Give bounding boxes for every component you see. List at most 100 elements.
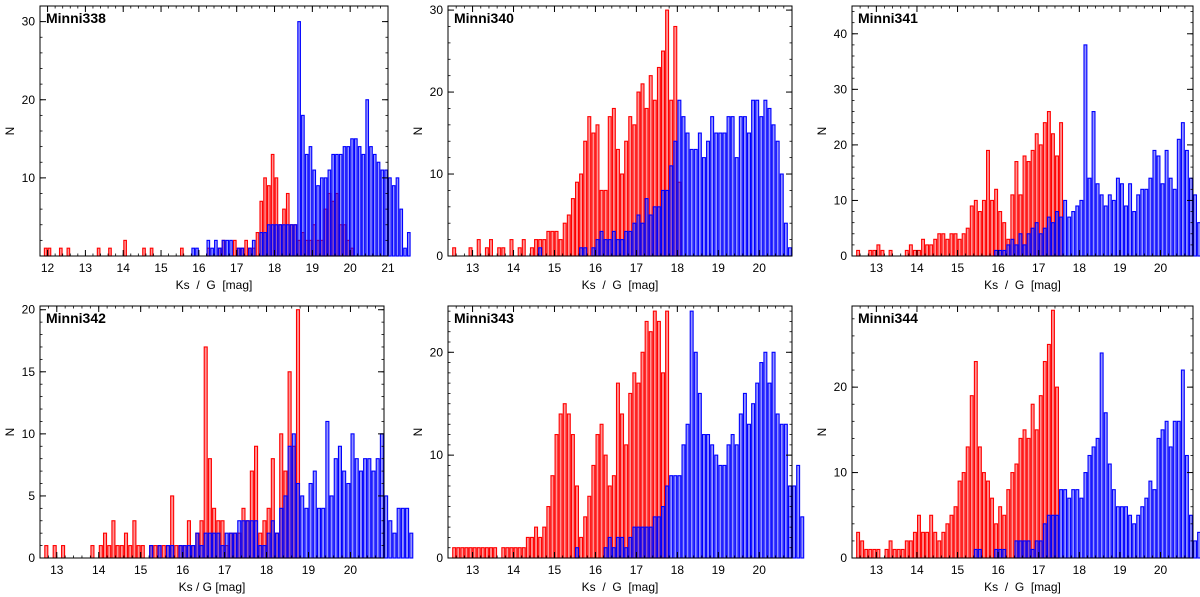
histogram-bar [304,153,309,257]
histogram-bar [998,548,1003,559]
histogram-bar [468,547,473,559]
histogram-bar [1022,244,1027,257]
histogram-bar [501,547,506,559]
y-tick-label: 10 [22,171,36,185]
histogram-bar [981,199,986,257]
histogram-bar [1079,497,1084,559]
histogram-bar [270,224,275,257]
histogram-bar [738,413,743,559]
histogram-bar [1050,514,1055,559]
x-tick-label: 18 [1073,563,1087,577]
histogram-bar [232,239,237,257]
histogram-bar [488,547,493,559]
histogram-bar [872,548,877,559]
x-tick-label: 12 [41,261,55,275]
histogram-bar [395,177,400,257]
histogram-bar [369,146,373,257]
histogram-bar [673,140,678,257]
histogram-bar [558,413,563,559]
histogram-bar [221,239,226,257]
histogram-bar [1111,199,1116,257]
histogram-bar [1136,194,1141,257]
histogram-bar [174,545,179,559]
y-tick-label: 15 [22,365,36,379]
histogram-bar [994,188,999,257]
histogram-bar [710,444,715,559]
histogram-bar [1087,177,1092,257]
histogram-bar [632,526,637,559]
histogram-bar [904,249,909,257]
histogram-bar [289,224,294,257]
histogram-bar [1193,540,1198,559]
histogram-bar [734,157,739,257]
histogram-bar [977,548,982,559]
histogram-bar [1160,183,1165,257]
histogram-bar [312,169,317,257]
histogram-bar [746,423,751,559]
histogram-bar [685,423,690,559]
x-tick-label: 16 [176,563,190,577]
histogram-bar [333,458,338,559]
histogram-bar [1140,188,1145,257]
x-tick-label: 13 [79,261,93,275]
histogram-bar [742,116,747,257]
histogram-bar [562,403,567,559]
histogram-bar [652,206,657,257]
histogram-bar [1030,403,1035,559]
histogram-bar [90,545,95,559]
x-tick-label: 17 [630,261,644,275]
histogram-series [856,111,1064,257]
histogram-bar [409,532,414,559]
histogram-bar [182,545,187,559]
histogram-bar [195,532,200,559]
histogram-bar [323,177,328,257]
histogram-bar [220,545,225,559]
histogram-bar [767,382,772,559]
histogram-bar [615,239,620,257]
histogram-bar [1184,454,1189,559]
histogram-bar [652,516,657,559]
histogram-bar [1140,506,1145,559]
y-tick-label: 10 [430,448,444,462]
x-axis-label: Ks / G [mag] [582,278,659,292]
histogram-bar [501,247,506,257]
histogram-bar [460,547,465,559]
histogram-bar [677,475,682,559]
x-tick-label: 13 [870,261,884,275]
y-tick-label: 30 [430,3,444,17]
histogram-bar [241,520,246,559]
histogram-bar [660,506,665,559]
histogram-bar [217,247,222,257]
histogram-bar [376,161,381,257]
histogram-bar [1026,437,1031,559]
histogram-bar [195,247,199,257]
histogram-bar [990,497,995,559]
histogram-bar [665,189,670,257]
histogram-bar [249,520,254,559]
histogram-bar [237,520,242,559]
histogram-bar [468,247,473,257]
histogram-bar [1095,183,1100,257]
histogram-bar [636,526,641,559]
histogram-bar [1144,497,1149,559]
histogram-bar [990,199,995,257]
x-tick-label: 15 [154,261,168,275]
histogram-bar [1014,161,1019,257]
y-tick-label: 20 [22,303,36,317]
histogram-bar [583,247,588,257]
histogram-bar [274,224,279,257]
x-tick-label: 17 [1032,563,1046,577]
histogram-bar [115,545,120,559]
histogram-bar [677,99,682,257]
histogram-bar [603,239,608,257]
histogram-bar [929,244,934,257]
histogram-bar [1002,548,1007,559]
histogram-bar [644,320,649,559]
histogram-bar [640,222,645,257]
histogram-bar [1079,199,1084,257]
histogram-bar [787,485,792,559]
histogram-bar [706,140,711,257]
histogram-bar [722,132,727,257]
histogram-panel: 13 14 15 16 17 18 19 20 0 10 20 30 Minni340 Ks / G [m… [411,3,793,292]
histogram-panel: 12 13 14 15 16 17 18 19 20 21 10 20 30 Minni338 Ks / G… [3,5,411,292]
